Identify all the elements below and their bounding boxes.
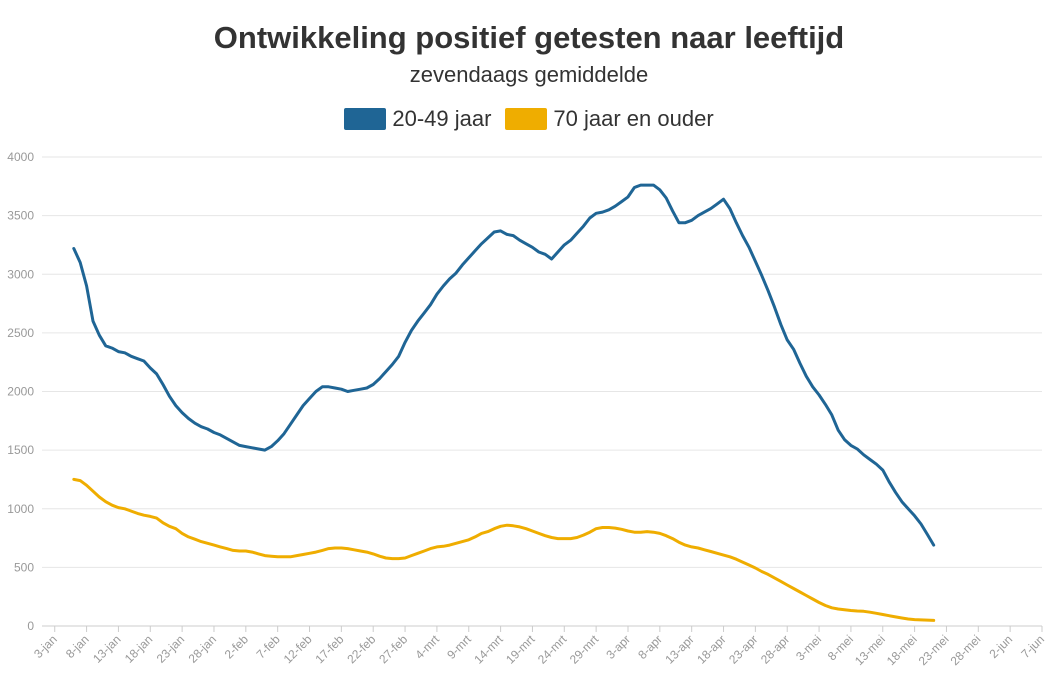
y-tick-label: 3500 [7,209,34,223]
y-tick-label: 500 [14,560,34,574]
series-line-20-49 [72,183,936,547]
x-tick-label: 18-mei [884,632,920,668]
x-tick-label: 13-apr [662,632,696,666]
x-tick-label: 24-mrt [535,632,570,667]
x-tick-label: 17-feb [313,632,347,666]
x-tick-label: 28-apr [758,632,792,666]
legend-swatch-70-plus [505,108,548,130]
x-tick-label: 8-jan [63,632,92,661]
x-tick-label: 13-jan [90,632,123,665]
y-tick-label: 0 [27,619,34,633]
x-tick-label: 3-mei [793,632,824,663]
x-tick-label: 4-mrt [412,632,442,662]
x-tick-label: 3-jan [31,632,60,661]
x-tick-label: 12-feb [281,632,315,666]
x-tick-label: 22-feb [344,632,378,666]
legend-item-70-plus[interactable]: 70 jaar en ouder [505,106,714,132]
x-tick-label: 28-jan [186,632,219,665]
x-tick-label: 3-apr [603,632,633,662]
series-line-70-plus [72,477,936,622]
x-tick-label: 2-jun [987,632,1016,661]
x-tick-label: 18-jan [122,632,155,665]
legend-swatch-20-49 [344,108,387,130]
x-tick-label: 23-mei [916,632,952,668]
x-tick-label: 14-mrt [471,632,506,667]
y-tick-label: 2500 [7,326,34,340]
x-tick-label: 28-mei [948,632,984,668]
chart-subtitle: zevendaags gemiddelde [409,62,649,87]
x-tick-label: 18-apr [694,632,728,666]
y-tick-label: 1000 [7,502,34,516]
chart-legend: 20-49 jaar 70 jaar en ouder [0,106,1058,132]
y-tick-label: 2000 [7,385,34,399]
x-tick-label: 9-mrt [444,632,474,662]
x-tick-label: 8-apr [635,632,665,662]
x-tick-label: 7-jun [1018,632,1047,661]
y-tick-label: 1500 [7,443,34,457]
x-tick-label: 7-feb [254,632,283,661]
x-tick-label: 2-feb [222,632,251,661]
x-tick-label: 23-jan [154,632,187,665]
legend-label-20-49: 20-49 jaar [392,106,492,131]
y-tick-label: 3000 [7,267,34,281]
x-tick-label: 23-apr [726,632,760,666]
x-tick-label: 19-mrt [503,632,538,667]
y-tick-label: 4000 [7,150,34,164]
legend-item-20-49[interactable]: 20-49 jaar [344,106,491,132]
chart-title: Ontwikkeling positief getesten naar leef… [213,20,845,55]
x-tick-label: 27-feb [376,632,410,666]
x-tick-label: 13-mei [852,632,888,668]
x-tick-label: 29-mrt [567,632,602,667]
legend-label-70-plus: 70 jaar en ouder [553,106,714,131]
